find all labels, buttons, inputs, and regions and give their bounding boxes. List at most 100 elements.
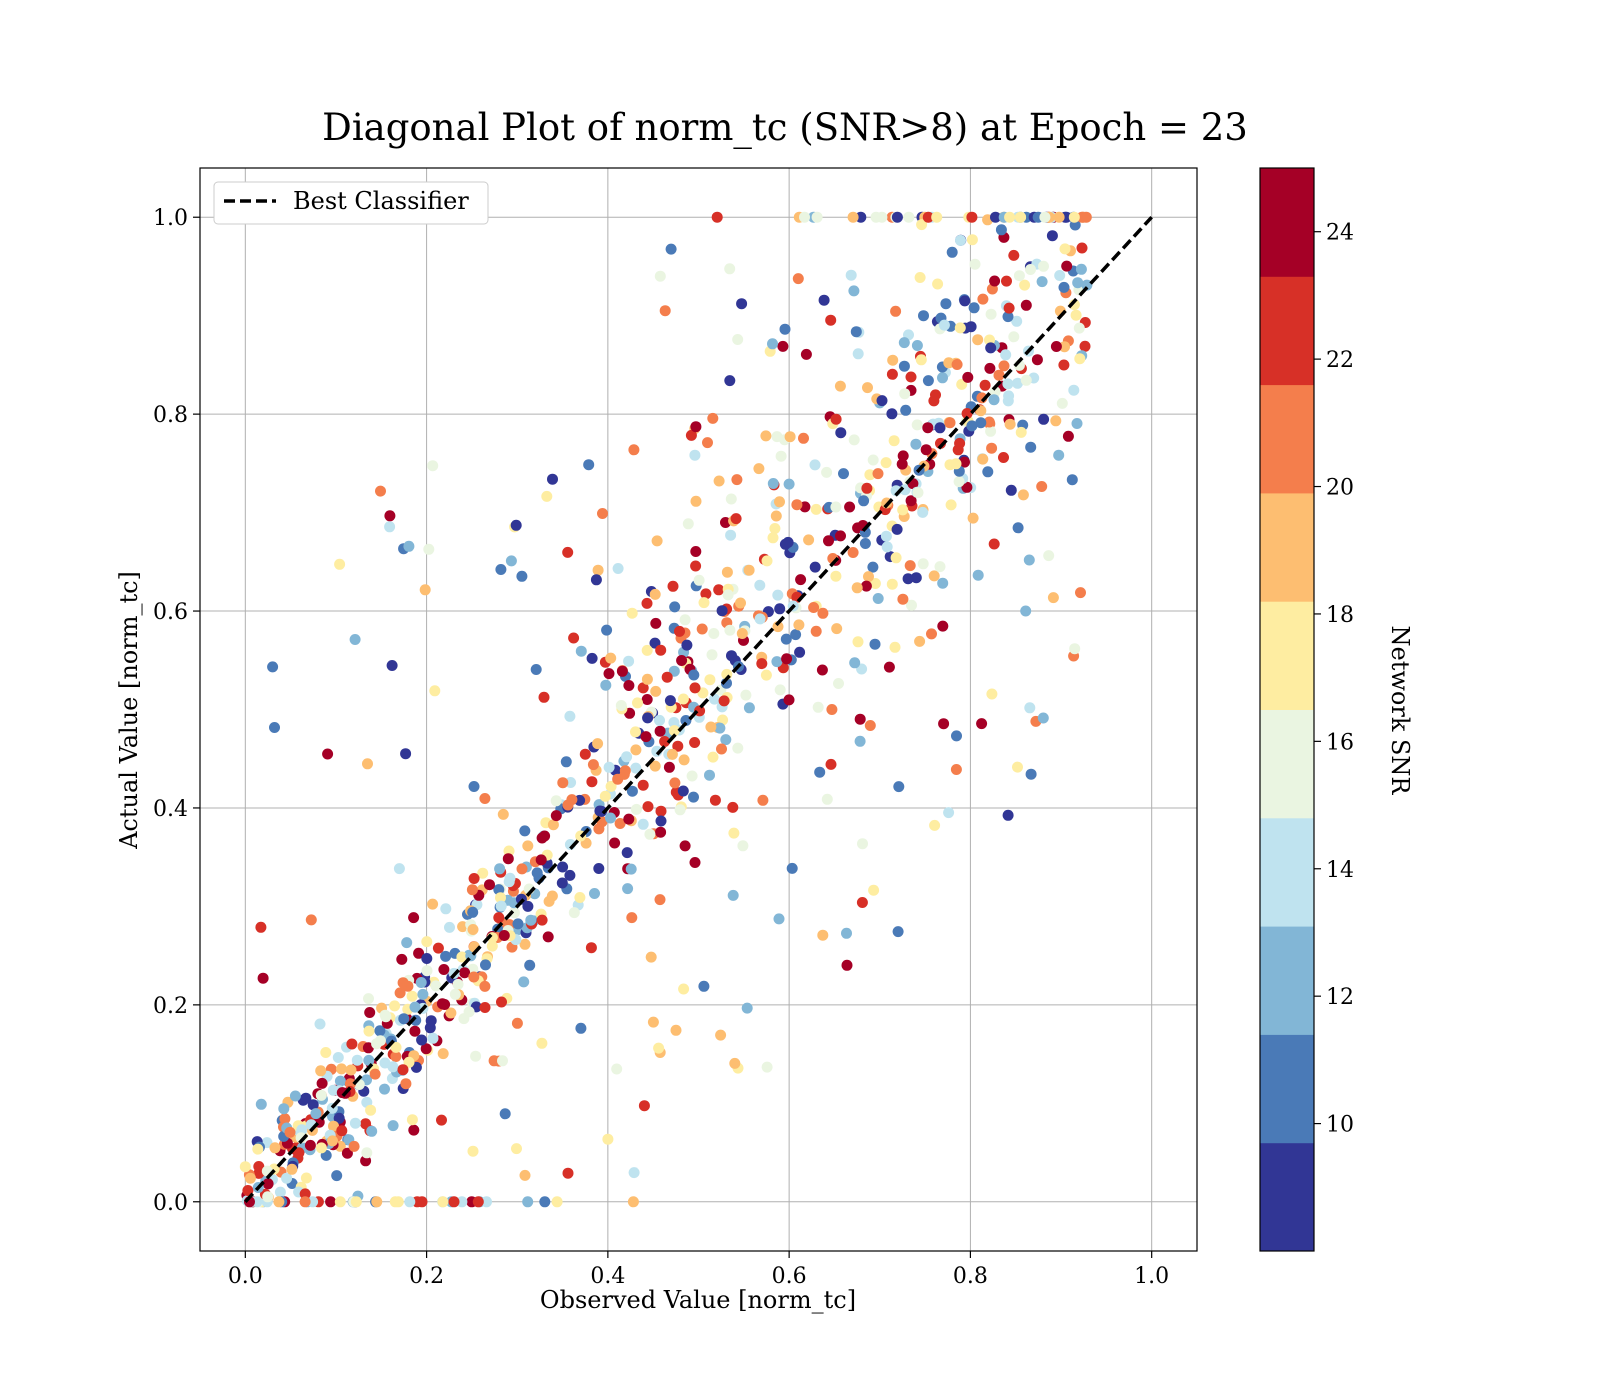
scatter-point: [911, 340, 923, 351]
scatter-point: [611, 1063, 623, 1075]
scatter-point: [732, 334, 744, 345]
scatter-point: [975, 417, 987, 429]
scatter-point: [756, 658, 768, 670]
scatter-point: [630, 762, 642, 774]
scatter-point: [972, 334, 984, 346]
scatter-point: [641, 673, 653, 685]
scatter-point: [729, 1057, 741, 1069]
scatter-point: [398, 1013, 410, 1025]
scatter-point: [623, 813, 635, 825]
scatter-point: [891, 523, 903, 535]
colorbar-tick-label: 18: [1326, 603, 1354, 628]
scatter-point: [720, 734, 732, 746]
scatter-point: [386, 660, 398, 671]
scatter-point: [387, 1061, 399, 1073]
scatter-point: [754, 613, 766, 625]
scatter-point: [1025, 264, 1036, 275]
colorbar-bin: [1260, 276, 1314, 386]
scatter-point: [299, 1196, 311, 1208]
scatter-point: [809, 561, 821, 573]
scatter-point: [817, 607, 829, 619]
colorbar-bin: [1260, 709, 1314, 819]
scatter-point: [536, 1037, 548, 1049]
scatter-point: [986, 442, 998, 454]
scatter-point: [389, 1000, 401, 1012]
scatter-point: [679, 614, 691, 626]
scatter-point: [432, 942, 444, 954]
scatter-point: [934, 561, 946, 573]
scatter-point: [690, 546, 702, 557]
scatter-point: [697, 687, 709, 699]
scatter-point: [938, 319, 950, 331]
scatter-point: [384, 521, 396, 533]
scatter-point: [551, 1196, 563, 1208]
scatter-point: [597, 508, 608, 519]
scatter-point: [979, 379, 991, 391]
scatter-point: [1008, 331, 1020, 343]
scatter-point: [486, 940, 498, 952]
scatter-point: [1075, 263, 1087, 275]
scatter-point: [943, 807, 955, 819]
scatter-point: [773, 913, 785, 925]
scatter-point: [772, 589, 784, 601]
scatter-point: [477, 867, 489, 879]
scatter-point: [777, 340, 789, 352]
scatter-point: [1001, 275, 1012, 287]
scatter-point: [369, 1068, 381, 1080]
scatter-point: [262, 1191, 274, 1203]
scatter-point: [854, 713, 866, 725]
scatter-point: [336, 1063, 347, 1075]
scatter-point: [1002, 311, 1014, 323]
scatter-point: [300, 1172, 312, 1184]
scatter-point: [341, 1147, 353, 1159]
scatter-point: [403, 1056, 415, 1068]
scatter-point: [560, 756, 572, 768]
scatter-point: [959, 295, 971, 307]
scatter-point: [670, 1024, 682, 1036]
colorbar-tick-label: 20: [1326, 476, 1354, 501]
scatter-point: [535, 854, 547, 866]
scatter-point: [307, 1099, 319, 1111]
scatter-point: [349, 634, 361, 645]
scatter-point: [562, 799, 574, 811]
scatter-point: [1019, 279, 1031, 291]
scatter-point: [902, 573, 914, 585]
scatter-point: [848, 285, 860, 297]
scatter-point: [669, 601, 681, 613]
scatter-point: [666, 748, 678, 760]
scatter-point: [286, 1163, 298, 1175]
scatter-point: [685, 429, 697, 441]
scatter-point: [586, 652, 598, 664]
scatter-point: [334, 1075, 346, 1087]
scatter-point: [419, 584, 431, 596]
scatter-point: [334, 1196, 346, 1208]
scatter-point: [345, 1064, 357, 1076]
scatter-point: [690, 495, 702, 507]
scatter-point: [467, 924, 479, 935]
scatter-point: [686, 770, 698, 782]
scatter-point: [914, 272, 926, 283]
scatter-point: [332, 1052, 344, 1063]
scatter-point: [682, 518, 694, 530]
scatter-point: [718, 695, 730, 707]
scatter-point: [714, 722, 726, 734]
scatter-point: [445, 1007, 457, 1019]
scatter-point: [314, 1018, 326, 1030]
scatter-point: [1046, 230, 1058, 242]
scatter-point: [1038, 260, 1049, 272]
scatter-point: [896, 458, 908, 470]
scatter-point: [1059, 341, 1070, 353]
scatter-point: [864, 469, 876, 481]
scatter-point: [468, 781, 480, 792]
scatter-point: [851, 582, 863, 594]
scatter-point: [950, 458, 962, 470]
scatter-point: [793, 619, 805, 631]
scatter-point: [416, 1034, 428, 1046]
scatter-point: [366, 1125, 378, 1137]
scatter-point: [774, 684, 786, 696]
scatter-point: [315, 1142, 327, 1154]
scatter-point: [440, 950, 452, 962]
scatter-point: [495, 892, 506, 904]
scatter-point: [336, 1125, 348, 1137]
scatter-point: [899, 388, 911, 400]
